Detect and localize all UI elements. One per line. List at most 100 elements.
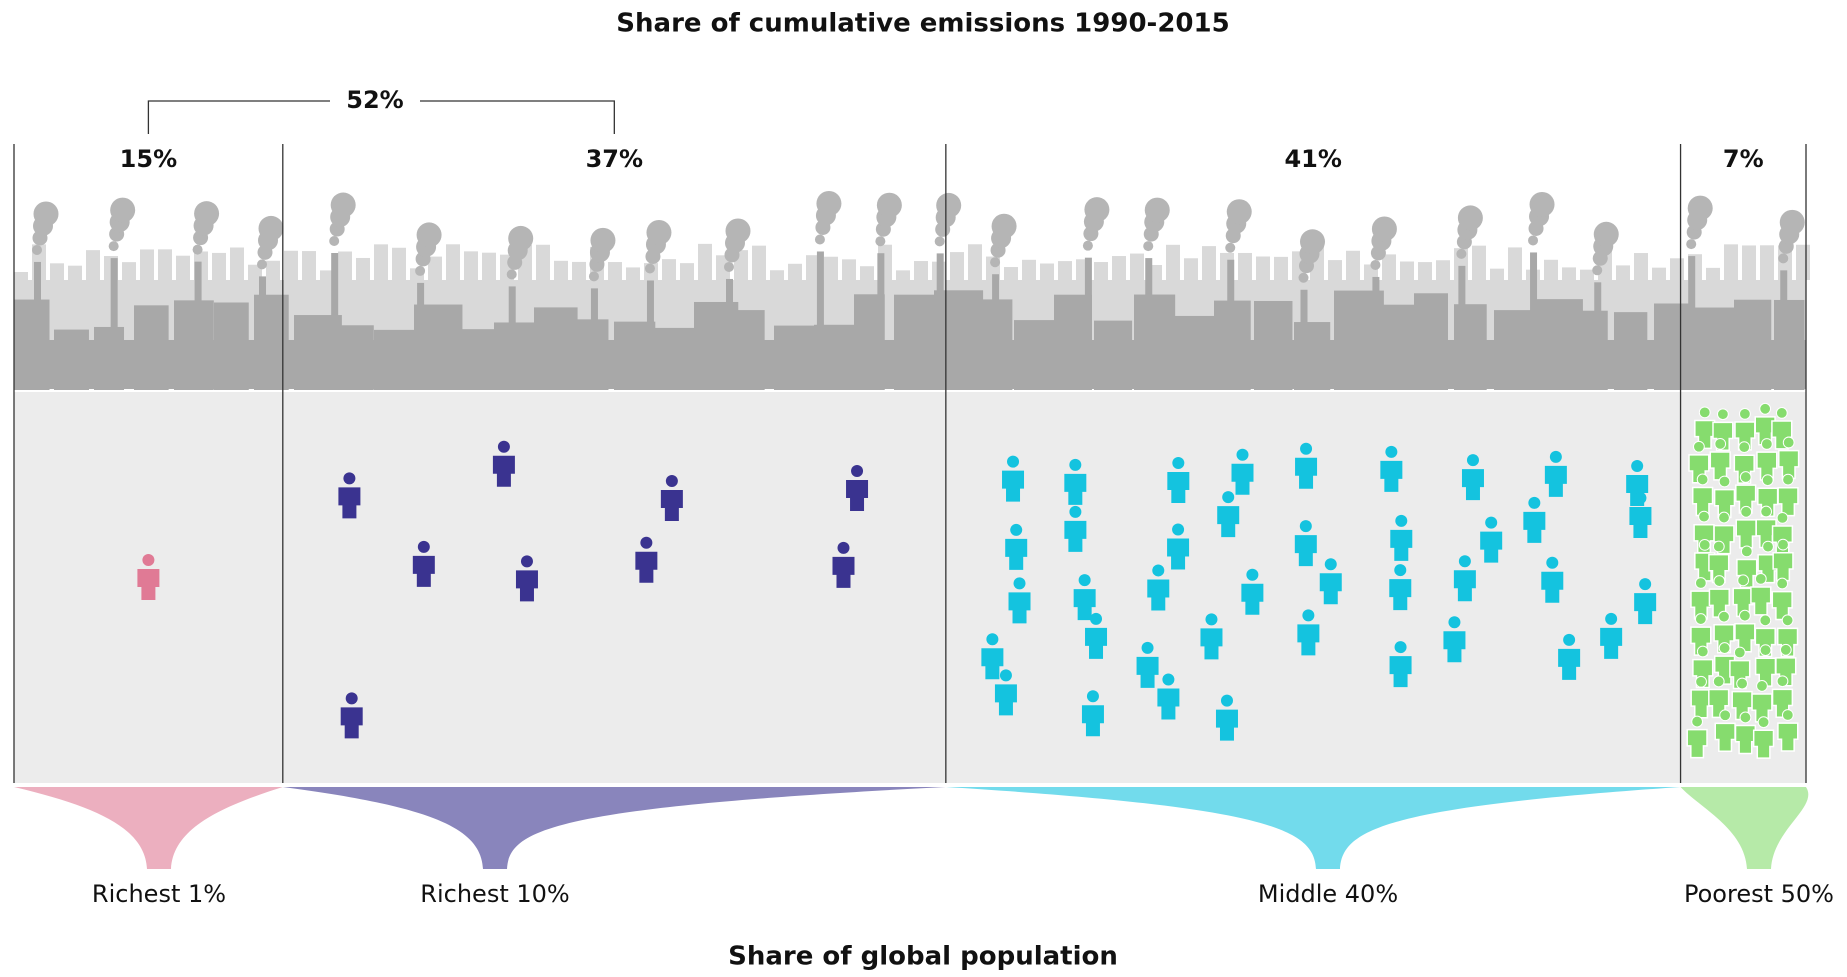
smoke — [723, 261, 734, 272]
smoke — [1528, 235, 1539, 246]
person-head — [1760, 438, 1773, 450]
person-head — [1324, 558, 1337, 571]
person-head — [1719, 709, 1732, 722]
building — [698, 243, 712, 280]
smoke — [416, 222, 442, 248]
emission-label: 41% — [1284, 145, 1341, 173]
people-group — [137, 554, 160, 600]
population-funnel — [1680, 787, 1809, 869]
person-head — [1090, 612, 1103, 625]
building — [572, 261, 586, 280]
smoke — [258, 215, 284, 241]
building — [968, 244, 982, 280]
smoke — [1592, 265, 1603, 276]
person-head — [1739, 471, 1752, 483]
building — [1742, 245, 1756, 280]
person-head — [1605, 612, 1618, 625]
building — [302, 251, 316, 280]
smoke — [1779, 209, 1805, 235]
chimney — [1084, 257, 1092, 340]
building — [1652, 267, 1666, 280]
person-head — [1718, 610, 1730, 623]
chimney — [110, 258, 118, 340]
person-body — [1147, 579, 1170, 611]
person-body — [1002, 470, 1025, 502]
chart-title: Share of cumulative emissions 1990-2015 — [616, 9, 1229, 39]
person-body — [1600, 627, 1623, 659]
person-body — [1523, 511, 1546, 543]
building — [1184, 258, 1198, 280]
building — [230, 247, 244, 280]
person-head — [1740, 545, 1753, 558]
smoke — [1084, 197, 1110, 223]
person-head — [1718, 642, 1731, 654]
building — [356, 257, 370, 280]
person-head — [1757, 716, 1770, 729]
building — [68, 265, 82, 280]
person-head — [1760, 505, 1773, 518]
person-head — [1696, 473, 1709, 486]
building — [176, 255, 190, 280]
person-body — [340, 707, 363, 739]
person-head — [1172, 456, 1185, 469]
building — [284, 250, 298, 280]
person-head — [1222, 491, 1235, 504]
person-head — [999, 669, 1012, 682]
building — [1544, 259, 1558, 280]
person-body — [1215, 709, 1238, 741]
building — [1796, 244, 1810, 280]
smoke — [257, 259, 268, 270]
building — [1256, 256, 1270, 280]
chimney — [1780, 270, 1788, 340]
building — [1022, 259, 1036, 280]
person-body — [1544, 465, 1567, 497]
chimney — [1300, 289, 1308, 340]
skyline-base — [14, 340, 1806, 389]
person-head — [1776, 577, 1789, 590]
person-body — [1686, 728, 1708, 759]
person-body — [832, 556, 855, 588]
person-head — [1546, 556, 1559, 569]
person-head — [1078, 574, 1091, 587]
person-body — [1629, 507, 1652, 539]
population-funnel — [282, 787, 946, 869]
person-head — [1458, 555, 1471, 568]
person-head — [851, 465, 864, 478]
smoke — [876, 192, 902, 218]
person-body — [1772, 551, 1794, 582]
building — [1382, 254, 1396, 280]
person-body — [635, 551, 658, 583]
chimney — [992, 274, 1000, 340]
person-body — [1778, 449, 1800, 480]
building — [824, 256, 838, 280]
person-body — [1480, 531, 1503, 563]
people-group — [338, 440, 869, 739]
building — [752, 245, 766, 280]
smoke — [814, 234, 825, 245]
person-body — [1390, 529, 1413, 561]
smoke — [1144, 197, 1170, 223]
person-head — [1733, 646, 1746, 659]
person-body — [1752, 729, 1775, 759]
population-label: Richest 1% — [92, 880, 226, 908]
person-head — [1694, 613, 1707, 625]
person-body — [338, 487, 361, 519]
person-body — [1708, 553, 1730, 584]
building — [1274, 256, 1288, 280]
people-group — [1686, 402, 1800, 759]
chimney — [1227, 259, 1235, 340]
person-head — [1761, 474, 1774, 487]
person-head — [1759, 614, 1772, 627]
person-head — [665, 474, 678, 487]
person-head — [1299, 520, 1312, 533]
smoke — [1225, 242, 1236, 253]
building — [140, 249, 154, 280]
building — [1580, 269, 1594, 280]
smoke — [1686, 239, 1697, 250]
person-body — [1297, 624, 1320, 656]
smoke — [32, 244, 42, 255]
person-head — [1528, 496, 1541, 509]
building — [266, 260, 280, 280]
